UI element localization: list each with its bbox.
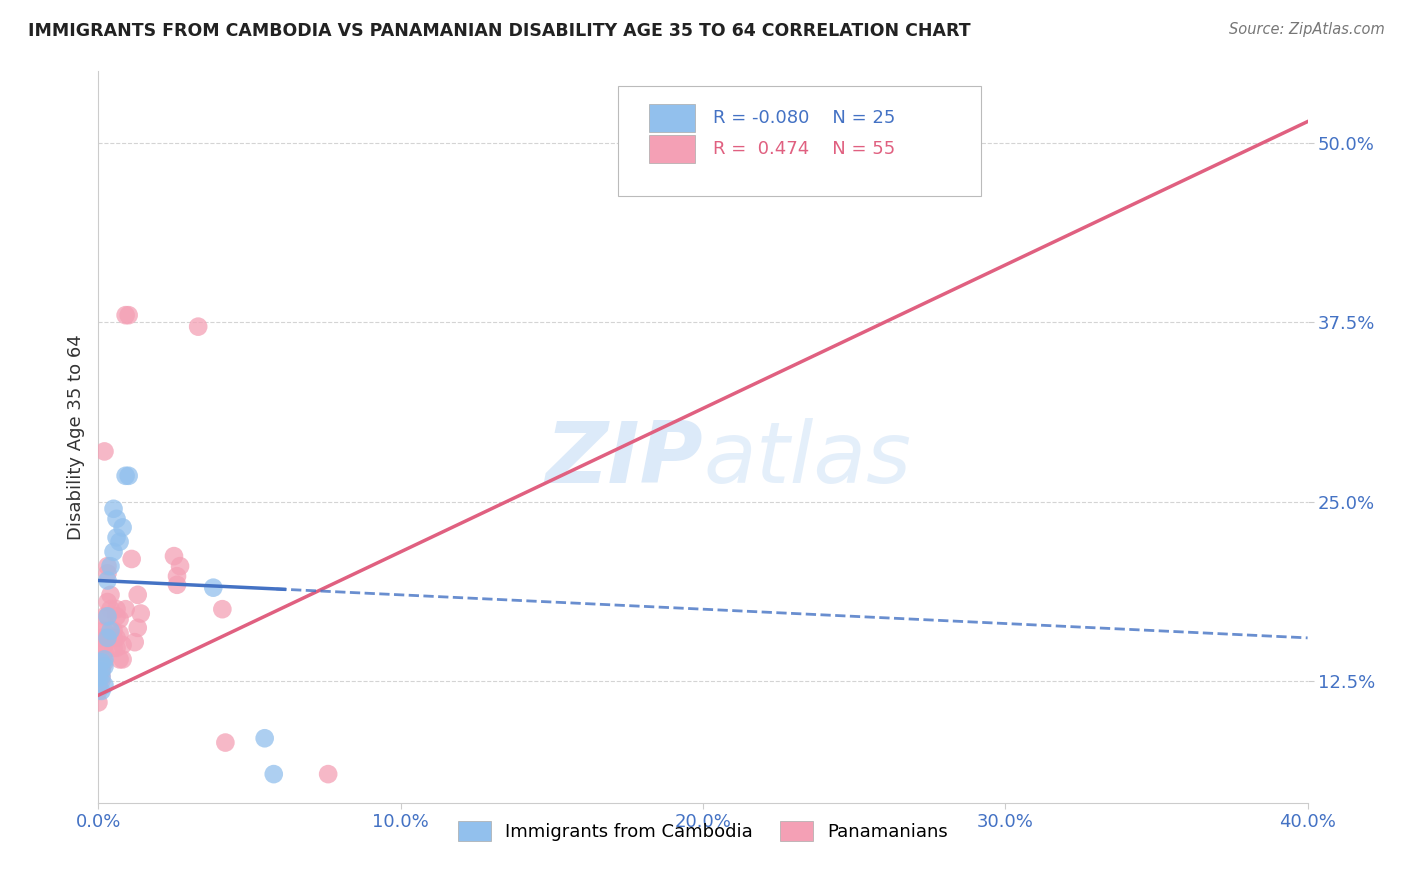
Point (93, 609, 115, 624)
Point (105, 631, 128, 645)
Point (90, 670, 112, 684)
Point (96, 595, 118, 609)
Point (103, 545, 125, 559)
Point (103, 640, 125, 655)
Point (100, 624, 122, 638)
Point (124, 635, 146, 649)
Point (114, 308, 136, 322)
Point (100, 588, 122, 602)
Point (87, 671, 110, 685)
Point (90, 659, 112, 673)
Point (87, 671, 110, 685)
Point (111, 638, 134, 652)
Point (93, 659, 115, 673)
Point (96, 574, 118, 588)
Point (87, 684, 110, 698)
Point (96, 609, 118, 624)
Point (93, 645, 115, 659)
Point (100, 602, 122, 616)
Point (87, 666, 110, 681)
Point (90, 631, 112, 645)
Point (108, 612, 131, 626)
Point (105, 531, 128, 545)
Point (111, 520, 134, 534)
Text: IMMIGRANTS FROM CAMBODIA VS PANAMANIAN DISABILITY AGE 35 TO 64 CORRELATION CHART: IMMIGRANTS FROM CAMBODIA VS PANAMANIAN D… (28, 22, 970, 40)
Point (103, 501, 125, 516)
Point (87, 666, 110, 681)
Y-axis label: Disability Age 35 to 64: Disability Age 35 to 64 (66, 334, 84, 540)
Point (90, 640, 112, 655)
Point (166, 578, 188, 592)
Point (108, 652, 131, 666)
Point (96, 631, 118, 645)
Point (118, 308, 141, 322)
Point (253, 731, 276, 746)
Point (87, 681, 110, 695)
Point (93, 624, 115, 638)
Point (169, 559, 191, 574)
Point (105, 512, 128, 526)
Point (96, 559, 118, 574)
Point (103, 624, 125, 638)
Point (214, 735, 236, 749)
Point (90, 655, 112, 669)
Point (90, 624, 112, 638)
FancyBboxPatch shape (619, 86, 981, 195)
Text: R = -0.080    N = 25: R = -0.080 N = 25 (713, 109, 896, 128)
Point (202, 581, 225, 595)
Point (127, 588, 149, 602)
Point (96, 631, 118, 645)
Point (87, 678, 110, 692)
Point (93, 652, 115, 666)
Point (90, 652, 112, 666)
Point (316, 767, 339, 781)
Point (114, 602, 136, 616)
Point (90, 670, 112, 684)
Point (93, 678, 115, 692)
Point (90, 664, 112, 678)
Text: R =  0.474    N = 55: R = 0.474 N = 55 (713, 140, 896, 158)
Point (121, 552, 143, 566)
Point (127, 621, 149, 635)
Point (105, 602, 128, 616)
Point (87, 695, 110, 709)
Text: ZIP: ZIP (546, 417, 703, 500)
Point (114, 468, 136, 483)
Text: Source: ZipAtlas.com: Source: ZipAtlas.com (1229, 22, 1385, 37)
Point (90, 664, 112, 678)
Point (187, 319, 209, 334)
Point (100, 559, 122, 574)
Point (118, 468, 141, 483)
Point (96, 566, 118, 581)
Point (105, 640, 128, 655)
Point (90, 673, 112, 688)
Point (96, 609, 118, 624)
Legend: Immigrants from Cambodia, Panamanians: Immigrants from Cambodia, Panamanians (451, 814, 955, 848)
Text: atlas: atlas (703, 417, 911, 500)
Point (93, 444, 115, 458)
Point (111, 652, 134, 666)
Point (93, 638, 115, 652)
Point (105, 609, 128, 624)
Point (211, 602, 233, 616)
Point (108, 534, 131, 549)
Point (108, 626, 131, 640)
Point (129, 607, 152, 621)
Point (93, 655, 115, 669)
Point (263, 767, 285, 781)
FancyBboxPatch shape (648, 104, 695, 132)
FancyBboxPatch shape (648, 135, 695, 163)
Point (103, 631, 125, 645)
Point (163, 549, 186, 563)
Point (166, 569, 188, 583)
Point (90, 684, 112, 698)
